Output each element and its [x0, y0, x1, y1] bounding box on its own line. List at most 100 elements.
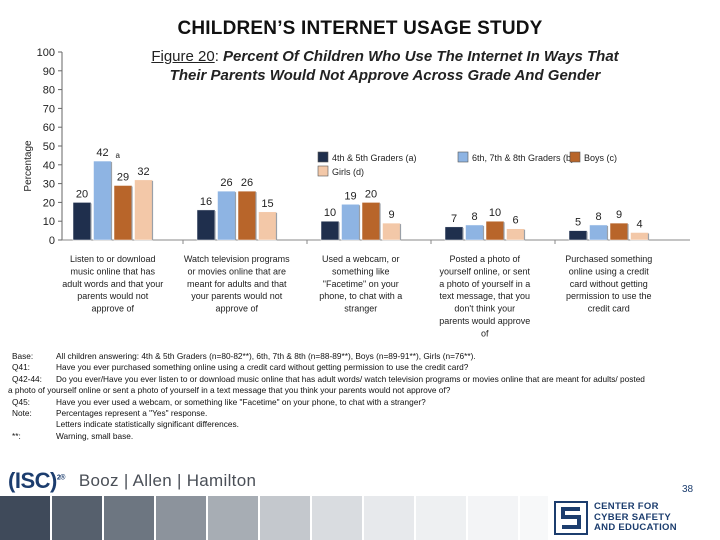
footnote-text: Letters indicate statistically significa…: [56, 419, 239, 430]
ccse-text: CENTER FOR CYBER SAFETY AND EDUCATION: [594, 502, 677, 534]
y-tick-label: 0: [49, 235, 55, 247]
y-axis-label: Percentage: [23, 140, 34, 192]
x-category-label: Listen to or download: [70, 254, 156, 264]
page-title: CHILDREN’S INTERNET USAGE STUDY: [177, 18, 543, 39]
legend-swatch: [457, 151, 469, 163]
bar: [320, 220, 340, 241]
ccse-mark-icon: [554, 501, 588, 535]
legend-swatch: [569, 151, 581, 163]
footnote-text: Warning, small base.: [56, 430, 134, 441]
data-label: 19: [344, 190, 356, 202]
bar: [93, 160, 112, 241]
legend-label: Boys (c): [584, 153, 617, 163]
y-tick-label: 70: [43, 103, 55, 115]
x-category-label: "Facetime" on your: [323, 279, 399, 289]
x-category-label: Watch television programs: [184, 254, 290, 264]
footnote-key: **:: [12, 430, 21, 441]
footnote-key: Base:: [12, 351, 34, 361]
data-label: 26: [220, 177, 232, 189]
x-category-label: something like: [332, 266, 390, 276]
logos: (ISC)2® Booz | Allen | Hamilton: [8, 468, 256, 494]
footer-segment: [104, 496, 154, 540]
footnote-text: Percentages represent a "Yes" response.: [56, 408, 208, 419]
x-category-label: phone, to chat with a: [319, 291, 402, 301]
ccse-logo: CENTER FOR CYBER SAFETY AND EDUCATION: [548, 496, 720, 540]
footer-segment: [468, 496, 518, 540]
x-category-label: of: [481, 328, 489, 338]
data-label: 26: [241, 177, 253, 189]
x-category-label: parents would approve: [439, 316, 530, 326]
data-label: 10: [489, 207, 501, 219]
x-category-label: don't think your: [454, 304, 515, 314]
ccse-line-2: CYBER SAFETY: [594, 511, 671, 523]
footnote-row: Q41: Have you ever purchased something on…: [12, 362, 712, 373]
data-label: 20: [365, 188, 377, 200]
footnote-row: Letters indicate statistically significa…: [12, 419, 712, 430]
y-tick-label: 20: [43, 197, 55, 209]
x-category-label: meant for adults and that: [187, 279, 287, 289]
data-label: 20: [76, 188, 88, 200]
bar: [506, 228, 525, 241]
isc-logo: (ISC)2®: [8, 468, 65, 494]
data-label: 42: [96, 147, 108, 159]
footnote-key: Q42-44:: [12, 373, 42, 384]
data-label: 10: [324, 207, 336, 219]
x-category-label: adult words and that your: [62, 279, 163, 289]
page-number: 38: [682, 484, 694, 495]
x-category-label: online using a credit: [569, 266, 650, 276]
footnote-key: [12, 419, 56, 430]
y-tick-label: 90: [43, 66, 55, 78]
figure-label: Figure 20: [151, 48, 215, 65]
y-tick-label: 50: [43, 141, 55, 153]
footer-segment: [364, 496, 414, 540]
significance-annotation: a: [116, 151, 121, 160]
bar: [258, 211, 277, 241]
bar: [485, 220, 505, 241]
legend-swatch: [317, 165, 329, 177]
y-tick-label: 30: [43, 179, 55, 191]
bar-chart: Percentage 0 10 20 30 40 50 60 70 80 90 100 20 42 29 32…: [23, 47, 690, 338]
figure-text: Percent Of Children Who Use The Internet…: [169, 48, 619, 84]
data-label: 5: [575, 217, 581, 229]
bar: [361, 202, 381, 241]
footer-segment: [260, 496, 310, 540]
x-category-label: approve of: [215, 304, 258, 314]
footnote-row: Base: All children answering: 4th & 5th G…: [12, 351, 712, 362]
footnote-row: **: Warning, small base.: [12, 431, 712, 442]
y-tick-label: 40: [43, 160, 55, 172]
x-category-label: yourself online, or sent: [439, 266, 530, 276]
y-tick-label: 100: [37, 47, 55, 59]
bar: [382, 222, 401, 241]
footnotes: Base: All children answering: 4th & 5th G…: [8, 351, 712, 442]
data-label: 8: [471, 211, 477, 223]
y-tick-label: 80: [43, 85, 55, 97]
footnote-row: a photo of yourself online or sent a pho…: [8, 385, 712, 396]
isc-logo-text: (ISC): [8, 468, 57, 493]
legend-label: 6th, 7th & 8th Graders (b): [472, 153, 574, 163]
bar: [113, 185, 133, 241]
footnote-text: a photo of yourself online or sent a pho…: [8, 385, 451, 396]
data-label: 7: [451, 213, 457, 225]
x-category-label: music online that has: [70, 266, 155, 276]
legend-label: 4th & 5th Graders (a): [332, 153, 417, 163]
figure-title: Figure 20: Percent Of Children Who Use T…: [135, 47, 635, 85]
figure-sep: :: [214, 48, 219, 65]
x-category-label: approve of: [91, 304, 134, 314]
bar: [568, 230, 588, 241]
footnote-row: Q45: Have you ever used a webcam, or some…: [12, 397, 712, 408]
data-label: 9: [616, 209, 622, 221]
data-label: 29: [117, 171, 129, 183]
bar: [217, 190, 236, 241]
x-category-label: text message, that you: [439, 291, 530, 301]
y-tick-label: 60: [43, 122, 55, 134]
isc-logo-sup: 2®: [56, 474, 66, 482]
x-category-label: a photo of yourself in a: [439, 279, 530, 289]
ccse-line-3: AND EDUCATION: [594, 522, 677, 534]
x-category-label: permission to use the: [566, 291, 652, 301]
footer-segment: [52, 496, 102, 540]
bar: [237, 190, 257, 241]
booz-allen-logo: Booz | Allen | Hamilton: [78, 471, 257, 490]
x-category-label: Used a webcam, or: [322, 254, 400, 264]
x-category-label: parents would not: [77, 291, 149, 301]
x-category-label: Purchased something: [565, 254, 652, 264]
